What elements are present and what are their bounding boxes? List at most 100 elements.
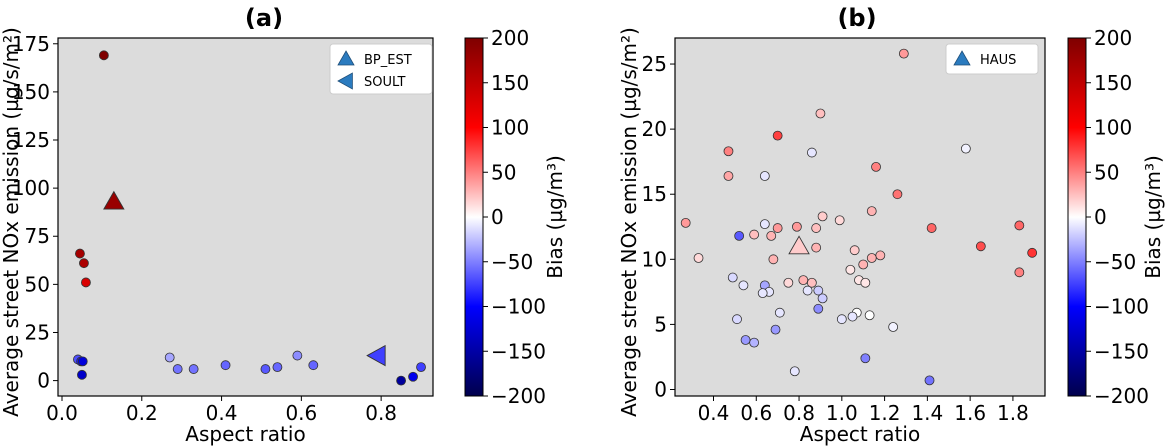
data-point (817, 211, 828, 222)
data-point (768, 254, 779, 265)
colorbar-tick-label: 150 (1094, 71, 1132, 95)
legend: BP_EST SOULT (329, 43, 433, 95)
data-point (220, 360, 231, 371)
x-tick-label: 1.4 (911, 401, 943, 425)
data-point (864, 310, 875, 321)
colorbar-tick-label: −50 (1094, 250, 1136, 274)
data-point (849, 245, 860, 256)
y-tick-label: 25 (25, 320, 50, 344)
data-point (75, 248, 85, 259)
data-point (866, 253, 877, 263)
legend-box (329, 43, 433, 95)
data-point (817, 293, 828, 304)
y-tick-label: 5 (654, 312, 667, 336)
y-tick-label: 100 (12, 176, 50, 200)
data-point (1014, 220, 1025, 231)
y-tick-label: 0 (37, 369, 50, 393)
data-point (766, 230, 777, 241)
data-point (898, 48, 909, 59)
data-point (77, 369, 87, 380)
data-point (396, 375, 406, 386)
x-tick-label: 0.8 (365, 401, 397, 425)
data-points (73, 50, 426, 386)
data-point (172, 364, 183, 374)
data-point (860, 277, 871, 288)
data-point (1014, 267, 1025, 278)
colorbar-tick-label: 0 (1094, 205, 1107, 229)
data-point (734, 230, 745, 241)
data-point (757, 288, 768, 299)
data-point (260, 364, 271, 374)
colorbar-tick-label: 200 (1094, 26, 1132, 50)
data-point (875, 250, 886, 261)
data-point (723, 171, 734, 181)
data-point (806, 147, 817, 158)
data-point (759, 171, 770, 181)
data-point (811, 242, 822, 253)
data-point (188, 364, 199, 374)
colorbar: 200 150 100 50 0 −50 −100 −150 −200 Bias (µg/m³) (1067, 26, 1165, 408)
data-point (847, 311, 858, 322)
x-axis-label: Aspect ratio (800, 422, 920, 446)
colorbar-tick-label: 100 (491, 116, 529, 140)
legend-box (945, 43, 1039, 75)
panel-title: (a) (245, 4, 283, 32)
data-point (774, 307, 785, 318)
x-tick-label: 0.4 (698, 401, 730, 425)
legend-marker (337, 50, 355, 66)
data-point (960, 143, 971, 154)
x-tick-label: 0.8 (783, 401, 815, 425)
data-point (892, 189, 903, 200)
data-point (732, 314, 742, 325)
data-point (308, 360, 319, 371)
x-tick-label: 1.6 (954, 401, 986, 425)
x-tick-label: 1.0 (826, 401, 858, 425)
colorbar-tick-label: 200 (491, 26, 529, 50)
plot-background (675, 38, 1045, 396)
colorbar-tick-label: −100 (1094, 295, 1149, 319)
data-point (772, 130, 783, 141)
colorbar: 200 150 100 50 0 −50 −100 −150 −200 Bias (µg/m³) (464, 26, 567, 408)
y-tick-label: 0 (654, 377, 667, 401)
y-tick-label: 50 (25, 272, 50, 296)
y-axis-label: Average street NOx emission (µg/s/m²) (0, 27, 23, 417)
colorbar-tick-label: 50 (1094, 160, 1119, 184)
data-point (749, 229, 760, 240)
legend-label: BP_EST (364, 53, 412, 68)
x-tick-label: 0.2 (126, 401, 158, 425)
legend-label: SOULT (364, 75, 405, 90)
data-point (866, 206, 877, 217)
data-point (888, 322, 899, 332)
data-point (723, 146, 734, 157)
data-point (802, 285, 813, 296)
data-point (834, 215, 845, 226)
data-point (740, 335, 751, 345)
data-point (408, 371, 418, 382)
colorbar-label: Bias (µg/m³) (1141, 155, 1165, 279)
legend-label: HAUS (980, 53, 1016, 68)
y-tick-label: 15 (642, 182, 667, 206)
colorbar-tick-label: −150 (1094, 339, 1149, 363)
data-point (792, 221, 802, 232)
plot-frame (674, 37, 1046, 397)
data-point (292, 350, 303, 361)
data-point (975, 241, 986, 252)
data-point (815, 108, 826, 119)
y-tick-label: 150 (12, 80, 50, 104)
data-point (693, 253, 704, 263)
legend-marker (953, 50, 971, 66)
data-point (759, 219, 770, 230)
x-tick-label: 0.6 (285, 401, 317, 425)
data-point (813, 303, 824, 314)
x-tick-label: 0.4 (206, 401, 238, 425)
x-axis-label: Aspect ratio (185, 422, 305, 446)
data-point (81, 277, 91, 288)
x-tick-label: 0.0 (46, 401, 78, 425)
station-marker (103, 190, 125, 210)
data-point (1027, 247, 1038, 258)
colorbar-tick-label: −200 (1094, 384, 1149, 408)
panel-title: (b) (837, 4, 876, 32)
y-tick-label: 10 (642, 247, 667, 271)
colorbar-tick-label: 150 (491, 71, 529, 95)
